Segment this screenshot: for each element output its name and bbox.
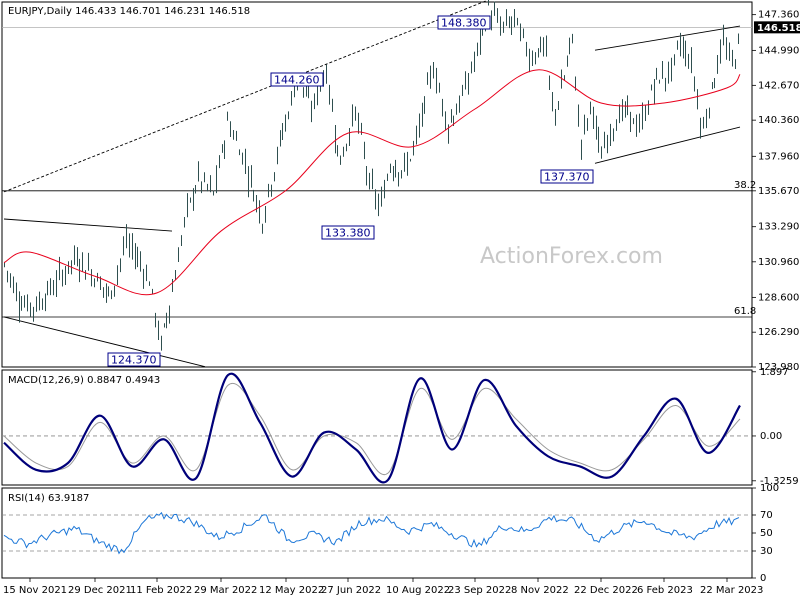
date-tick-label: 22 Mar 2023 xyxy=(700,585,763,596)
rsi-tick-label: 30 xyxy=(760,546,773,557)
price-tick-label: 142.670 xyxy=(758,80,799,91)
macd-title: MACD(12,26,9) 0.8847 0.4943 xyxy=(8,375,160,386)
price-tick-label: 137.960 xyxy=(758,151,799,162)
price-tick-label: 128.600 xyxy=(758,292,799,303)
date-tick-label: 6 Feb 2023 xyxy=(637,585,693,596)
date-tick-label: 22 Dec 2022 xyxy=(574,585,638,596)
price-tick-label: 130.960 xyxy=(758,257,799,268)
fibonacci-level-label: 38.2 xyxy=(734,180,756,191)
price-tick-label: 140.360 xyxy=(758,115,799,126)
rsi-title: RSI(14) 63.9187 xyxy=(8,493,89,504)
last-price-marker: 146.518 xyxy=(754,21,800,34)
date-tick-label: 11 Feb 2022 xyxy=(130,585,192,596)
date-tick-label: 12 May 2022 xyxy=(259,585,324,596)
date-tick-label: 10 Aug 2022 xyxy=(386,585,450,596)
rsi-tick-label: 50 xyxy=(760,528,773,539)
swing-label: 124.370 xyxy=(111,354,157,367)
fibonacci-level-label: 61.8 xyxy=(734,306,756,317)
swing-label: 133.380 xyxy=(325,227,371,240)
swing-label: 144.260 xyxy=(274,74,320,87)
date-tick-label: 23 Sep 2022 xyxy=(448,585,511,596)
price-tick-label: 133.290 xyxy=(758,222,799,233)
date-tick-label: 8 Nov 2022 xyxy=(511,585,569,596)
last-price-label: 146.518 xyxy=(757,23,800,34)
rsi-tick-label: 0 xyxy=(760,573,766,584)
price-tick-label: 135.670 xyxy=(758,186,799,197)
date-tick-label: 15 Nov 2021 xyxy=(3,585,67,596)
swing-label: 137.370 xyxy=(544,171,590,184)
date-tick-label: 27 Jun 2022 xyxy=(321,585,381,596)
date-tick-label: 29 Dec 2021 xyxy=(68,585,132,596)
price-tick-label: 144.990 xyxy=(758,45,799,56)
watermark: ActionForex.com xyxy=(480,244,663,269)
macd-tick-label: 1.897 xyxy=(760,367,789,378)
rsi-tick-label: 100 xyxy=(760,483,779,494)
chart-header: EURJPY,Daily 146.433 146.701 146.231 146… xyxy=(8,6,250,17)
date-tick-label: 29 Mar 2022 xyxy=(194,585,257,596)
price-tick-label: 126.290 xyxy=(758,327,799,338)
price-tick-label: 147.360 xyxy=(758,10,799,21)
rsi-tick-label: 70 xyxy=(760,510,773,521)
macd-tick-label: 0.00 xyxy=(760,431,782,442)
swing-label: 148.380 xyxy=(441,17,487,30)
